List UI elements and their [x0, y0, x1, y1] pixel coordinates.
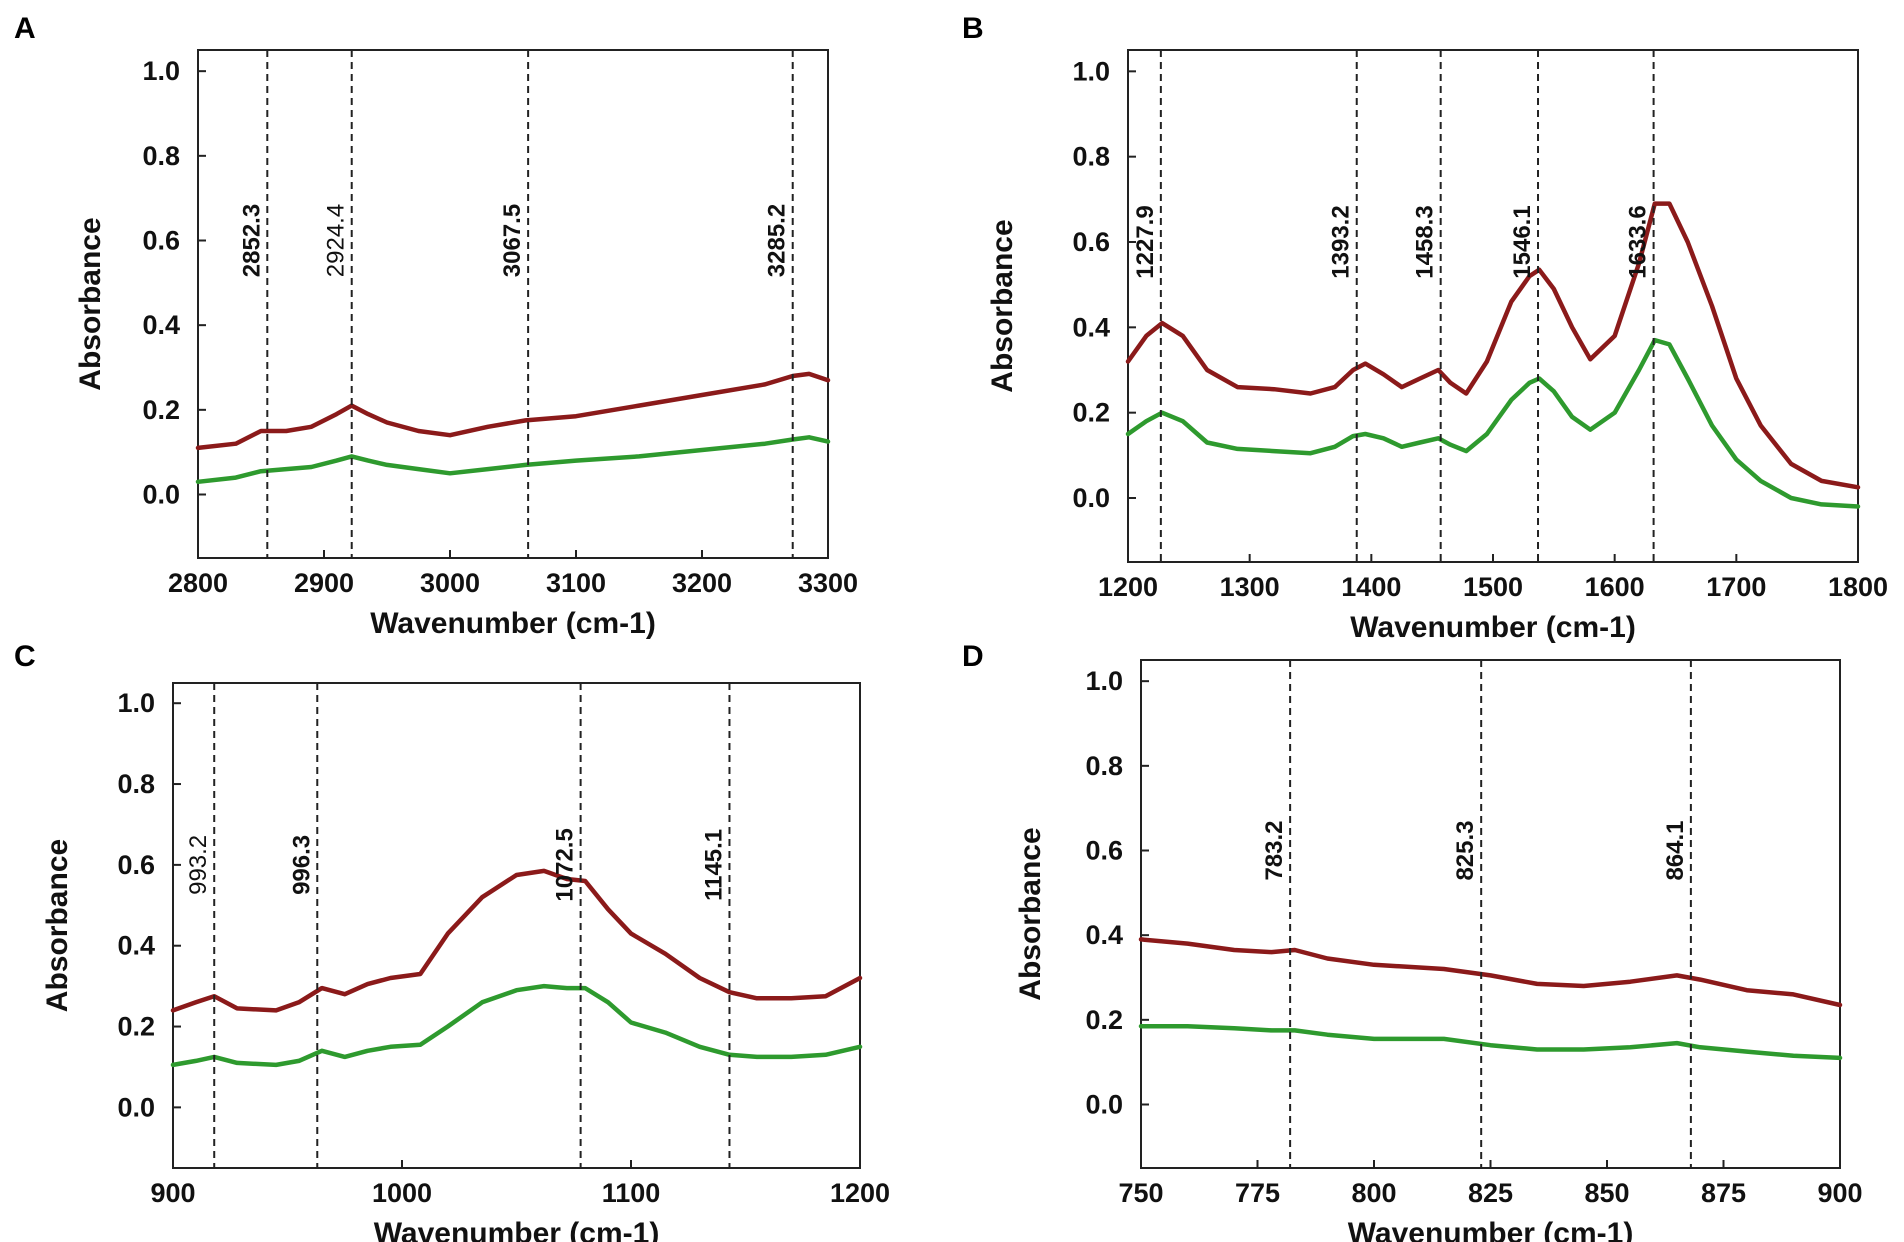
x-tick-label: 750	[1118, 1178, 1163, 1208]
y-tick-label: 1.0	[142, 56, 180, 86]
x-tick-label: 1300	[1220, 572, 1280, 602]
y-tick-label: 1.0	[1072, 56, 1110, 86]
y-tick-label: 0.4	[117, 931, 155, 961]
x-tick-label: 800	[1351, 1178, 1396, 1208]
panel-c: C 0.0 0.2 0.4 0.6 0.8 1.0 900 1000 1100 1200 Wavenu…	[14, 640, 890, 1242]
plot-frame	[197, 49, 829, 559]
y-axis-title: Absorbance	[41, 839, 74, 1012]
y-tick-label: 0.6	[117, 850, 155, 880]
x-tick-label: 1700	[1706, 572, 1766, 602]
panel-b: B 0.0 0.2 0.4 0.6 0.8 1.0 1200 1300 1400 1500 1600 1…	[962, 12, 1888, 644]
y-tick-label: 0.4	[1085, 920, 1123, 950]
peak-label: 1072.5	[552, 828, 579, 901]
x-tick-label: 1200	[1098, 572, 1158, 602]
x-tick-label: 1100	[602, 1178, 661, 1208]
peak-label: 993.2	[185, 835, 212, 895]
y-axis-title: Absorbance	[74, 217, 107, 390]
x-tick-label: 850	[1584, 1178, 1629, 1208]
y-tick-label: 0.6	[142, 226, 180, 256]
series-line-green	[195, 435, 831, 485]
panel-d: D 0.0 0.2 0.4 0.6 0.8 1.0 750 775 800 825 850 875 900…	[962, 640, 1863, 1242]
x-tick-label: 1000	[372, 1178, 432, 1208]
series-line-red	[1125, 201, 1861, 490]
y-tick-label: 0.0	[142, 480, 180, 510]
x-tick-label: 3200	[672, 568, 732, 598]
x-tick-label: 1500	[1463, 572, 1523, 602]
x-tick-label: 1400	[1341, 572, 1401, 602]
panel-letter: A	[14, 12, 36, 45]
plot-frame	[172, 682, 861, 1169]
peak-label: 1145.1	[700, 829, 727, 901]
peak-label: 783.2	[1261, 820, 1288, 880]
y-tick-label: 1.0	[1085, 666, 1123, 696]
peak-label: 1227.9	[1132, 205, 1159, 278]
x-tick-label: 3100	[546, 568, 606, 598]
x-tick-label: 2800	[168, 568, 228, 598]
panel-letter: B	[962, 12, 984, 45]
y-axis-title: Absorbance	[986, 219, 1019, 392]
y-tick-label: 0.2	[117, 1012, 155, 1042]
x-tick-label: 900	[150, 1178, 195, 1208]
peak-label: 864.1	[1662, 820, 1689, 880]
series-line-green	[1125, 337, 1861, 509]
y-tick-label: 0.4	[142, 310, 180, 340]
y-tick-label: 0.6	[1072, 227, 1110, 257]
x-axis-title: Wavenumber (cm-1)	[374, 1217, 660, 1242]
x-axis-title: Wavenumber (cm-1)	[1350, 611, 1636, 644]
peak-label: 1393.2	[1328, 205, 1355, 278]
panel-letter: D	[962, 640, 984, 673]
series-line-red	[1138, 937, 1843, 1008]
peak-label: 2852.3	[238, 204, 265, 277]
y-tick-label: 0.8	[1072, 142, 1110, 172]
series-line-red	[195, 371, 831, 451]
panel-a: A 0.0 0.2 0.4 0.6 0.8 1.0 2800 2900 3000 3100 3200 3…	[14, 12, 858, 640]
y-tick-label: 0.0	[1072, 483, 1110, 513]
y-tick-label: 0.8	[142, 141, 180, 171]
x-tick-label: 825	[1468, 1178, 1513, 1208]
plot-frame	[1140, 659, 1841, 1169]
peak-label: 996.3	[288, 835, 315, 895]
panel-letter: C	[14, 640, 36, 673]
peak-label: 3285.2	[764, 204, 791, 277]
peak-label: 1458.3	[1412, 205, 1439, 278]
peak-label: 3067.5	[499, 204, 526, 277]
y-tick-label: 0.8	[1085, 751, 1123, 781]
x-tick-label: 1800	[1828, 572, 1888, 602]
series-line-green	[1138, 1023, 1843, 1061]
peak-label: 1546.1	[1509, 205, 1536, 278]
peak-label: 2924.4	[323, 204, 350, 277]
plot-frame	[1127, 49, 1859, 563]
y-tick-label: 0.2	[142, 395, 180, 425]
x-tick-label: 900	[1817, 1178, 1862, 1208]
x-tick-label: 2900	[294, 568, 354, 598]
y-axis-title: Absorbance	[1014, 827, 1047, 1000]
x-tick-label: 3000	[420, 568, 480, 598]
x-axis-title: Wavenumber (cm-1)	[1348, 1217, 1634, 1242]
y-tick-label: 0.8	[117, 769, 155, 799]
x-tick-label: 3300	[798, 568, 858, 598]
x-tick-label: 1600	[1585, 572, 1645, 602]
peak-label: 825.3	[1452, 820, 1479, 880]
x-tick-label: 775	[1235, 1178, 1280, 1208]
y-tick-label: 0.4	[1072, 312, 1110, 342]
y-tick-label: 0.6	[1085, 836, 1123, 866]
y-tick-label: 0.2	[1085, 1005, 1123, 1035]
series-line-red	[170, 868, 863, 1013]
peak-label: 1633.6	[1625, 205, 1652, 278]
series-line-green	[170, 983, 863, 1068]
x-tick-label: 1200	[830, 1178, 890, 1208]
y-tick-label: 0.0	[1085, 1090, 1123, 1120]
y-tick-label: 0.0	[117, 1092, 155, 1122]
y-tick-label: 1.0	[117, 688, 155, 718]
x-tick-label: 875	[1701, 1178, 1746, 1208]
x-axis-title: Wavenumber (cm-1)	[370, 607, 656, 640]
y-tick-label: 0.2	[1072, 398, 1110, 428]
